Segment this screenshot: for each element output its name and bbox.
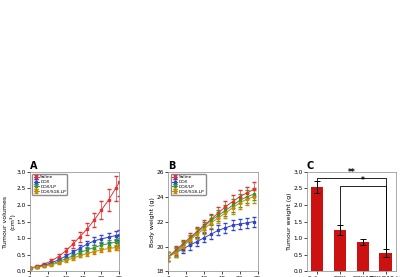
Y-axis label: Tumour weight (g): Tumour weight (g) <box>287 193 292 250</box>
Bar <box>379 253 392 271</box>
Text: **: ** <box>348 168 355 177</box>
Text: A: A <box>30 161 38 171</box>
Bar <box>334 230 346 271</box>
Bar <box>356 242 369 271</box>
Y-axis label: Tumour volumes
(cm³): Tumour volumes (cm³) <box>3 196 15 248</box>
Bar <box>311 187 323 271</box>
Y-axis label: Body weight (g): Body weight (g) <box>150 197 155 247</box>
Text: C: C <box>307 161 314 171</box>
Legend: Saline, DOX, DOX/LP, DOX/S18-LP: Saline, DOX, DOX/LP, DOX/S18-LP <box>32 174 67 195</box>
Text: *: * <box>361 176 365 185</box>
Legend: Saline, DOX, DOX/LP, DOX/S18-LP: Saline, DOX, DOX/LP, DOX/S18-LP <box>170 174 206 195</box>
Text: B: B <box>168 161 176 171</box>
